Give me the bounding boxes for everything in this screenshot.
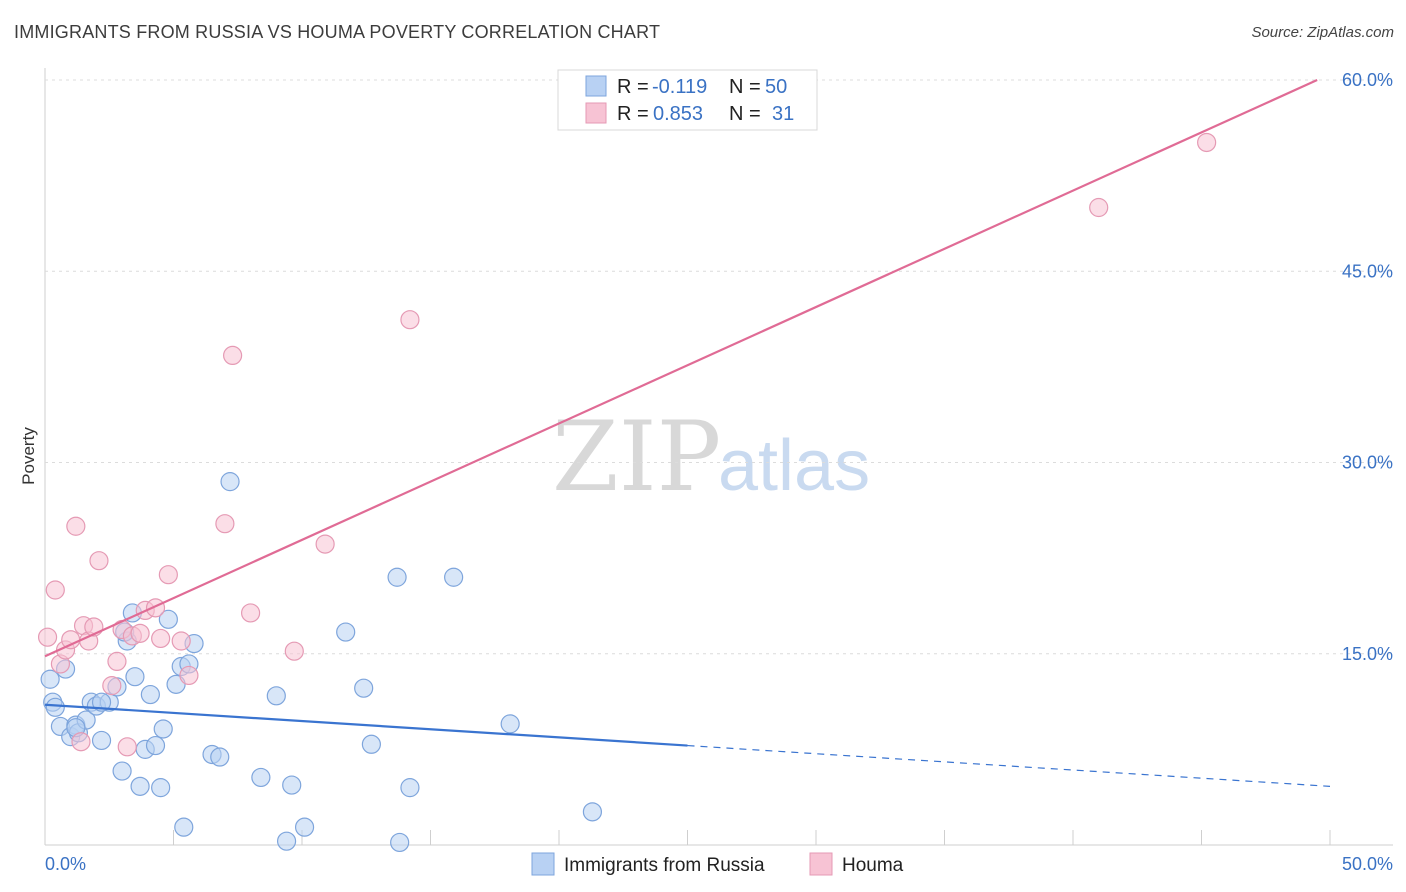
y-tick-label: 45.0% — [1342, 261, 1393, 281]
point-russia — [140, 684, 160, 705]
point-houma — [215, 514, 235, 534]
y-tick-label: 60.0% — [1342, 70, 1393, 90]
point-russia — [390, 832, 410, 853]
point-houma — [102, 676, 122, 696]
x-tick-label-min: 0.0% — [45, 854, 86, 874]
point-houma — [71, 732, 91, 752]
legend-r-label-2: R = — [617, 103, 649, 125]
watermark-zip: ZIP — [552, 401, 721, 513]
point-houma — [45, 580, 65, 600]
point-houma — [61, 630, 81, 650]
point-russia — [220, 472, 240, 492]
point-russia — [500, 714, 520, 734]
point-houma — [1197, 132, 1217, 153]
point-russia — [444, 567, 464, 587]
point-russia — [336, 622, 356, 642]
legend-n-label-1: N = — [729, 76, 761, 98]
trend-line-russia-extension — [687, 744, 1331, 787]
point-russia — [153, 719, 173, 739]
point-russia — [130, 776, 150, 796]
x-tick-label-max: 50.0% — [1342, 854, 1393, 874]
point-houma — [223, 345, 243, 365]
point-russia — [387, 567, 407, 587]
point-houma — [130, 623, 150, 643]
point-russia — [400, 778, 420, 798]
point-russia — [294, 817, 315, 837]
point-houma — [1089, 197, 1109, 218]
point-russia — [151, 778, 171, 798]
point-russia — [361, 734, 381, 754]
chart-source: Source: ZipAtlas.com — [1251, 24, 1394, 41]
point-russia — [251, 767, 271, 788]
bottom-legend-swatch-pink — [809, 852, 833, 876]
top-legend: R = -0.119 N = 50 R = 0.853 N = 31 — [557, 69, 818, 131]
point-russia — [91, 692, 112, 712]
legend-r-value-1: -0.119 — [652, 76, 707, 98]
point-russia — [276, 831, 297, 851]
legend-swatch-pink — [585, 102, 607, 124]
point-russia — [112, 761, 132, 781]
point-russia — [282, 775, 302, 795]
point-russia — [210, 747, 230, 767]
y-axis-label: Poverty — [19, 427, 38, 485]
point-houma — [241, 603, 261, 623]
point-russia — [266, 686, 286, 706]
point-houma — [284, 641, 304, 661]
point-houma — [145, 598, 166, 618]
point-russia — [582, 802, 603, 822]
y-tick-label: 30.0% — [1342, 453, 1393, 473]
point-houma — [400, 310, 420, 330]
point-houma — [107, 651, 127, 672]
trend-lines — [44, 78, 1331, 787]
legend-r-label-1: R = — [617, 76, 649, 98]
bottom-legend: Immigrants from Russia Houma — [531, 852, 904, 876]
point-houma — [66, 516, 86, 536]
gridlines — [45, 79, 1393, 655]
legend-swatch-blue — [585, 75, 607, 97]
trend-line-russia — [44, 703, 688, 747]
y-tick-labels: 15.0% 30.0% 45.0% 60.0% — [1342, 70, 1393, 664]
point-russia — [354, 678, 374, 698]
point-houma — [315, 534, 335, 554]
watermark-atlas: atlas — [718, 426, 870, 506]
bottom-legend-label-russia: Immigrants from Russia — [564, 855, 765, 876]
point-russia — [158, 609, 178, 629]
legend-n-value-1: 50 — [765, 76, 787, 98]
chart-title: IMMIGRANTS FROM RUSSIA VS HOUMA POVERTY … — [14, 22, 661, 42]
point-russia — [40, 669, 60, 689]
y-tick-label: 15.0% — [1342, 644, 1393, 664]
bottom-legend-swatch-blue — [531, 852, 555, 876]
point-russia — [145, 735, 166, 756]
point-houma — [179, 665, 199, 686]
point-russia — [91, 730, 112, 751]
point-houma — [171, 631, 191, 651]
legend-r-value-2: 0.853 — [653, 103, 703, 125]
legend-n-label-2: N = — [729, 103, 761, 125]
point-russia — [174, 817, 194, 837]
bottom-legend-label-houma: Houma — [842, 855, 904, 876]
x-tick-marks — [173, 830, 1331, 845]
point-houma — [89, 551, 109, 571]
point-houma — [117, 737, 137, 757]
point-houma — [37, 627, 58, 647]
point-houma — [158, 565, 178, 585]
trend-line-houma — [44, 78, 1318, 658]
point-russia — [125, 667, 145, 687]
legend-n-value-2: 31 — [772, 103, 794, 125]
point-russia — [45, 697, 65, 717]
point-houma — [151, 628, 171, 649]
